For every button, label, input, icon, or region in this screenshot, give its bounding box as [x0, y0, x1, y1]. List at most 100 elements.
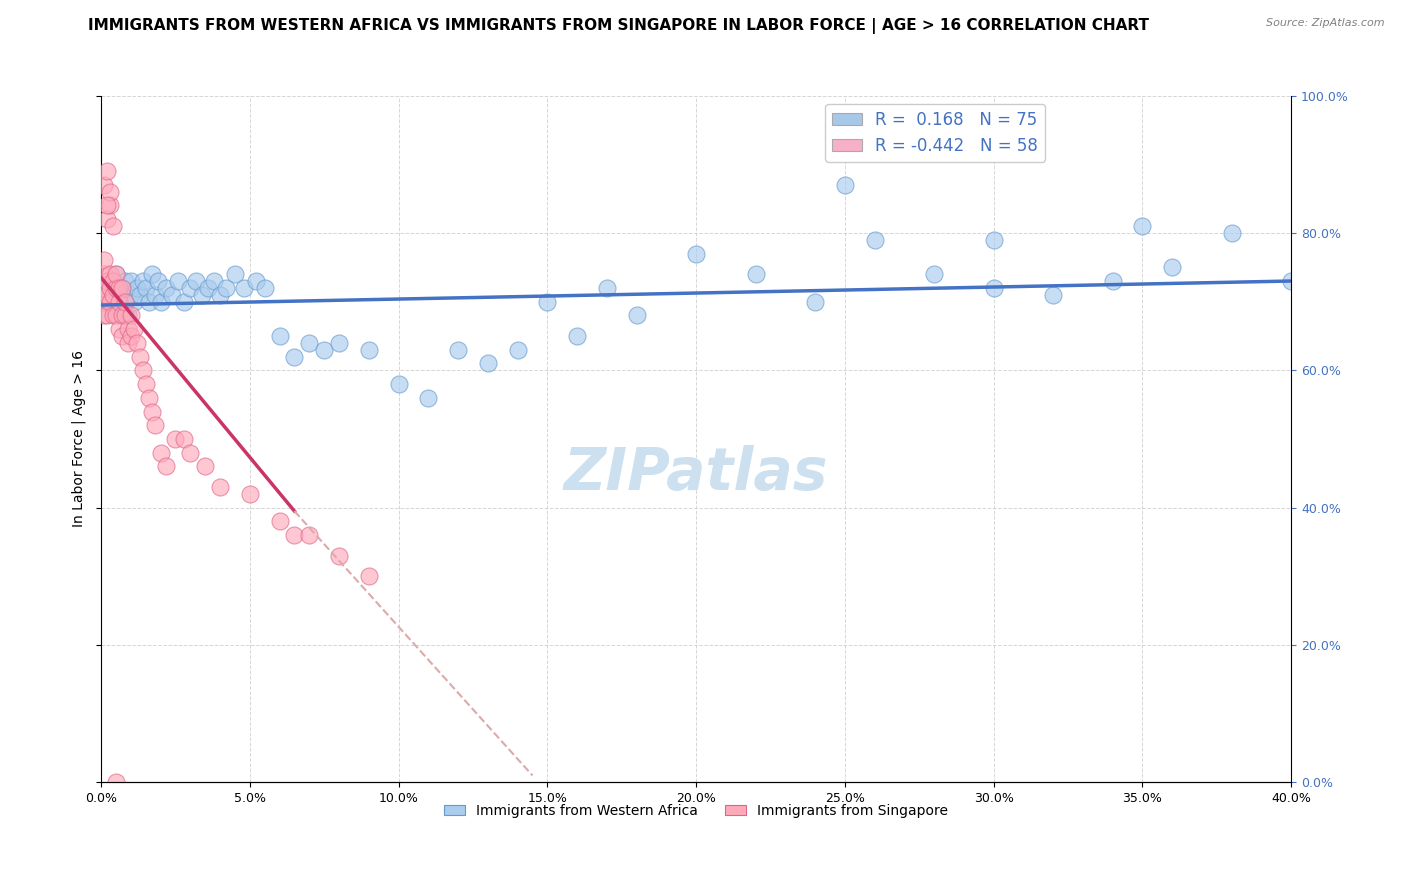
Point	[93, 294, 115, 309]
Point	[283, 528, 305, 542]
Point	[1220, 226, 1243, 240]
Point	[98, 281, 121, 295]
Point	[685, 246, 707, 260]
Point	[269, 329, 291, 343]
Point	[298, 528, 321, 542]
Point	[131, 274, 153, 288]
Point	[120, 329, 142, 343]
Point	[96, 274, 118, 288]
Point	[155, 459, 177, 474]
Point	[104, 281, 127, 295]
Point	[626, 309, 648, 323]
Point	[104, 267, 127, 281]
Point	[104, 309, 127, 323]
Point	[1101, 274, 1123, 288]
Point	[101, 287, 124, 301]
Point	[96, 212, 118, 227]
Point	[191, 287, 214, 301]
Point	[328, 549, 350, 563]
Point	[117, 322, 139, 336]
Point	[104, 267, 127, 281]
Legend: Immigrants from Western Africa, Immigrants from Singapore: Immigrants from Western Africa, Immigran…	[439, 798, 953, 823]
Point	[93, 253, 115, 268]
Point	[149, 446, 172, 460]
Point	[93, 281, 115, 295]
Point	[117, 309, 139, 323]
Point	[208, 480, 231, 494]
Point	[536, 294, 558, 309]
Point	[477, 356, 499, 370]
Point	[101, 309, 124, 323]
Point	[863, 233, 886, 247]
Point	[141, 267, 163, 281]
Point	[922, 267, 945, 281]
Point	[357, 343, 380, 357]
Text: ZIPatlas: ZIPatlas	[564, 445, 828, 502]
Point	[128, 287, 150, 301]
Point	[93, 309, 115, 323]
Point	[138, 391, 160, 405]
Point	[117, 335, 139, 350]
Point	[173, 432, 195, 446]
Point	[120, 287, 142, 301]
Point	[104, 774, 127, 789]
Point	[98, 267, 121, 281]
Point	[834, 178, 856, 192]
Point	[135, 377, 157, 392]
Point	[108, 294, 131, 309]
Point	[245, 274, 267, 288]
Point	[128, 350, 150, 364]
Point	[298, 335, 321, 350]
Point	[101, 274, 124, 288]
Point	[98, 281, 121, 295]
Point	[162, 287, 184, 301]
Text: IMMIGRANTS FROM WESTERN AFRICA VS IMMIGRANTS FROM SINGAPORE IN LABOR FORCE | AGE: IMMIGRANTS FROM WESTERN AFRICA VS IMMIGR…	[89, 18, 1149, 34]
Point	[506, 343, 529, 357]
Point	[111, 309, 134, 323]
Point	[197, 281, 219, 295]
Point	[98, 294, 121, 309]
Point	[165, 432, 187, 446]
Point	[98, 185, 121, 199]
Point	[253, 281, 276, 295]
Point	[122, 294, 145, 309]
Point	[114, 309, 136, 323]
Point	[804, 294, 827, 309]
Point	[224, 267, 246, 281]
Point	[120, 309, 142, 323]
Point	[104, 294, 127, 309]
Point	[93, 267, 115, 281]
Point	[143, 418, 166, 433]
Point	[983, 281, 1005, 295]
Point	[202, 274, 225, 288]
Point	[186, 274, 208, 288]
Point	[447, 343, 470, 357]
Point	[93, 281, 115, 295]
Point	[135, 281, 157, 295]
Point	[983, 233, 1005, 247]
Point	[96, 287, 118, 301]
Point	[155, 281, 177, 295]
Point	[208, 287, 231, 301]
Point	[269, 515, 291, 529]
Point	[173, 294, 195, 309]
Point	[96, 287, 118, 301]
Point	[387, 377, 409, 392]
Point	[314, 343, 336, 357]
Point	[96, 309, 118, 323]
Point	[179, 446, 201, 460]
Point	[114, 294, 136, 309]
Point	[111, 281, 134, 295]
Point	[149, 294, 172, 309]
Point	[96, 198, 118, 212]
Point	[108, 287, 131, 301]
Point	[565, 329, 588, 343]
Point	[215, 281, 238, 295]
Point	[93, 294, 115, 309]
Point	[328, 335, 350, 350]
Point	[1132, 219, 1154, 233]
Point	[239, 487, 262, 501]
Point	[1042, 287, 1064, 301]
Point	[744, 267, 766, 281]
Point	[179, 281, 201, 295]
